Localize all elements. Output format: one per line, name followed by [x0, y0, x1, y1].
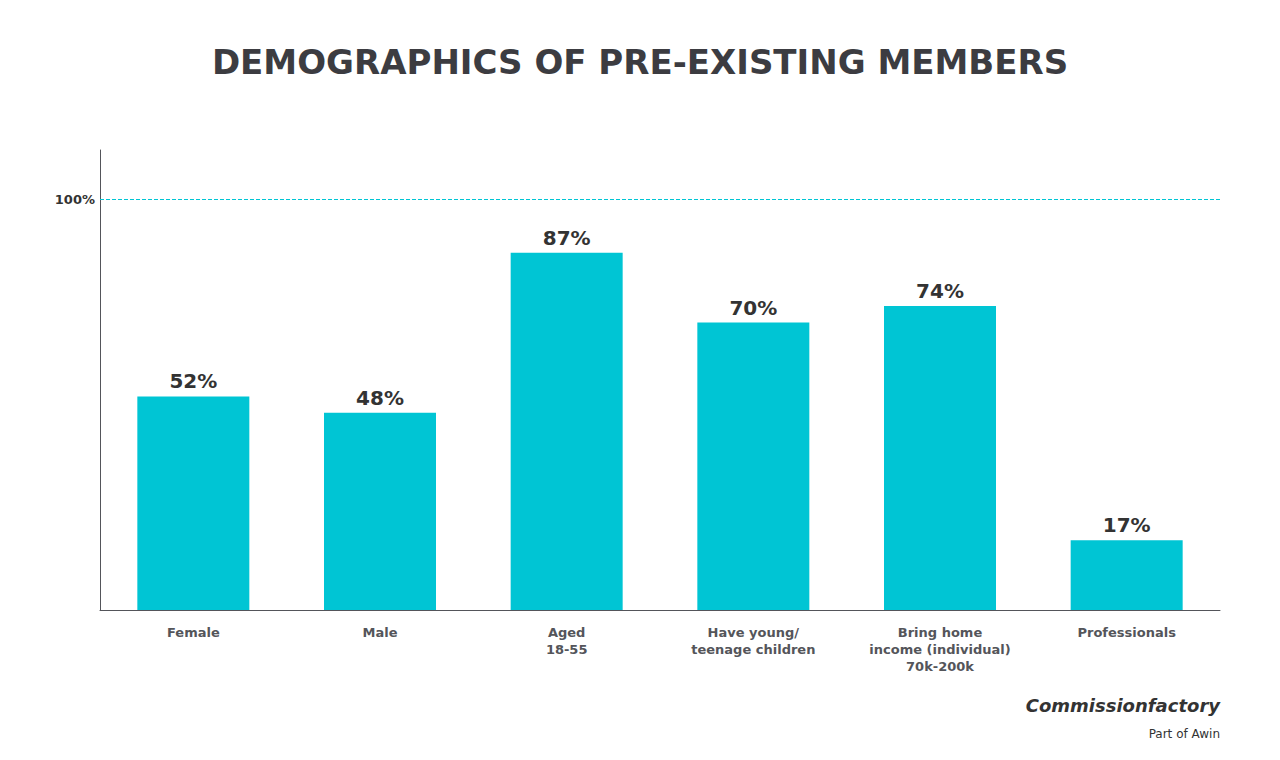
svg-text:18-55: 18-55	[546, 642, 588, 657]
svg-text:Aged: Aged	[548, 625, 586, 640]
svg-text:74%: 74%	[916, 279, 964, 303]
svg-text:Female: Female	[167, 625, 220, 640]
svg-text:Male: Male	[363, 625, 398, 640]
svg-text:Bring home: Bring home	[898, 625, 983, 640]
svg-text:Commissionfactory: Commissionfactory	[1026, 695, 1222, 716]
svg-text:Have young/: Have young/	[708, 625, 800, 640]
svg-text:17%: 17%	[1103, 513, 1151, 537]
svg-text:DEMOGRAPHICS OF PRE-EXISTING M: DEMOGRAPHICS OF PRE-EXISTING MEMBERS	[212, 42, 1068, 82]
svg-text:52%: 52%	[169, 369, 217, 393]
svg-text:70%: 70%	[729, 296, 777, 320]
svg-text:teenage children: teenage children	[691, 642, 815, 657]
svg-text:Professionals: Professionals	[1077, 625, 1176, 640]
svg-text:70k-200k: 70k-200k	[906, 659, 974, 674]
svg-text:48%: 48%	[356, 386, 404, 410]
svg-text:income (individual): income (individual)	[869, 642, 1010, 657]
svg-text:Part of Awin: Part of Awin	[1149, 727, 1220, 741]
svg-text:87%: 87%	[543, 226, 591, 250]
svg-text:100%: 100%	[55, 192, 95, 207]
